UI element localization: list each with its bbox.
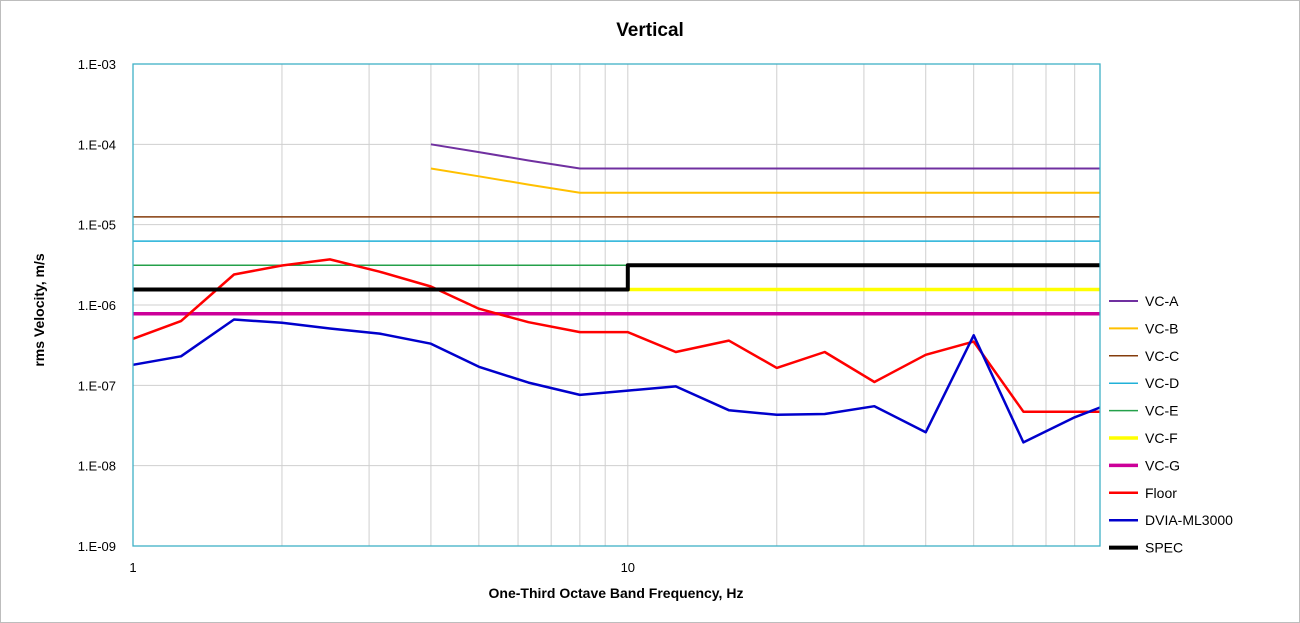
legend-label: Floor (1145, 485, 1177, 501)
series-layer (132, 143, 1101, 444)
legend-entry: Floor (1109, 485, 1177, 501)
y-tick-label: 1.E-03 (78, 57, 116, 72)
legend-entry: VC-G (1109, 457, 1180, 473)
y-axis-label: rms Velocity, m/s (31, 253, 47, 367)
x-axis-label: One-Third Octave Band Frequency, Hz (489, 585, 744, 601)
x-tick-label: 10 (621, 560, 635, 575)
y-tick-label: 1.E-04 (78, 137, 116, 152)
grid (133, 64, 1100, 547)
series-line-floor (132, 258, 1100, 413)
series-line-dvia-ml3000 (132, 318, 1101, 444)
legend-label: VC-D (1145, 375, 1179, 391)
tick-labels: 1.E-09 1.E-08 1.E-07 1.E-06 1.E-05 1.E-04 1.E-… (78, 57, 635, 575)
legend-entry: VC-C (1109, 348, 1179, 364)
x-tick-label: 1 (129, 560, 136, 575)
y-tick-label: 1.E-06 (78, 298, 116, 313)
legend-label: VC-B (1145, 320, 1178, 336)
legend-entry: VC-A (1109, 293, 1179, 309)
legend-entry: DVIA-ML3000 (1109, 512, 1233, 528)
legend-label: VC-A (1145, 293, 1179, 309)
series-line-spec (133, 263, 1100, 292)
legend-entry: VC-F (1109, 430, 1178, 446)
y-tick-label: 1.E-09 (78, 539, 116, 554)
series-line-vc-a (430, 143, 1100, 170)
legend-label: DVIA-ML3000 (1145, 512, 1233, 528)
chart-title: Vertical (616, 20, 684, 41)
legend-label: VC-F (1145, 430, 1178, 446)
series-line-vc-b (430, 167, 1100, 194)
legend: VC-A VC-B VC-C VC-D VC-E VC-F VC-G Floor DVIA-ML… (1109, 293, 1233, 556)
legend-label: VC-C (1145, 348, 1179, 364)
legend-label: VC-E (1145, 403, 1178, 419)
y-tick-label: 1.E-08 (78, 459, 116, 474)
legend-label: VC-G (1145, 457, 1180, 473)
y-tick-label: 1.E-05 (78, 218, 116, 233)
legend-label: SPEC (1145, 540, 1183, 556)
legend-entry: SPEC (1109, 540, 1183, 556)
legend-entry: VC-E (1109, 403, 1178, 419)
y-tick-label: 1.E-07 (78, 378, 116, 393)
legend-entry: VC-D (1109, 375, 1179, 391)
legend-entry: VC-B (1109, 320, 1178, 336)
plot-area (132, 63, 1101, 547)
